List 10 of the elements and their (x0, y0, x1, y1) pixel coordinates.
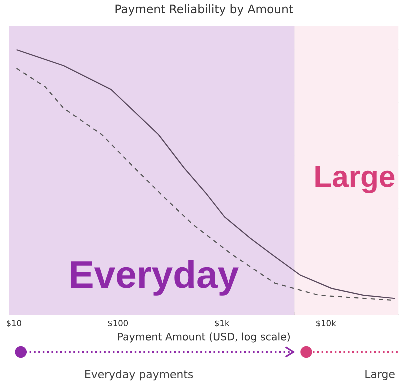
chart-title: Payment Reliability by Amount (116, 4, 294, 16)
x-tick-label: $1k (215, 320, 230, 328)
band-label: Everyday (71, 260, 239, 296)
x-tick-label: $100 (108, 320, 128, 328)
x-tick-label: $10k (316, 320, 336, 328)
text: Large (366, 370, 395, 380)
text: Everyday payments (86, 370, 194, 381)
x-axis-title: Payment Amount (USD, log scale) (118, 332, 290, 343)
x-tick-label: $10 (7, 320, 22, 328)
band-label: Large (316, 166, 395, 194)
